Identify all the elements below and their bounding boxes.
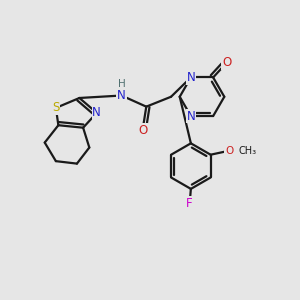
- Text: N: N: [187, 110, 195, 123]
- Text: O: O: [138, 124, 147, 137]
- Text: S: S: [52, 101, 60, 114]
- Text: CH₃: CH₃: [238, 146, 256, 156]
- Text: H: H: [118, 80, 125, 89]
- Text: N: N: [92, 106, 101, 119]
- Text: O: O: [222, 56, 231, 69]
- Text: F: F: [186, 197, 193, 210]
- Text: N: N: [187, 71, 195, 84]
- Text: N: N: [117, 89, 126, 102]
- Text: O: O: [225, 146, 233, 156]
